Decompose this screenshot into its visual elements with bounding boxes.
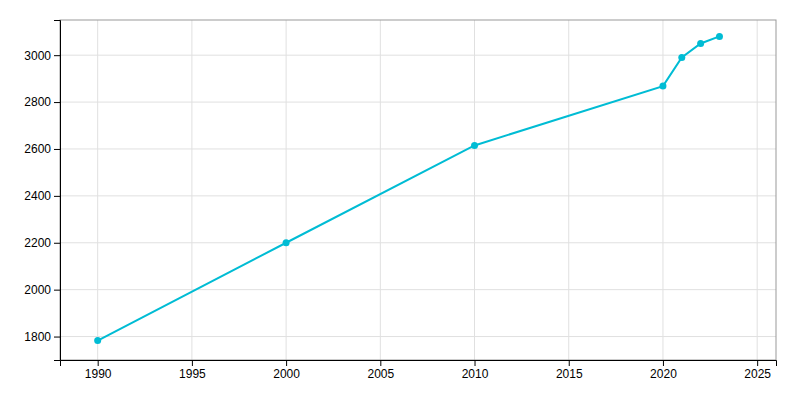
tick: 2015 bbox=[556, 360, 583, 381]
tick-label: 3000 bbox=[24, 49, 51, 63]
tick-label: 2025 bbox=[744, 367, 771, 381]
tick-label: 2800 bbox=[24, 95, 51, 109]
tick-mark bbox=[475, 360, 476, 366]
tick-label: 1800 bbox=[24, 330, 51, 344]
tick: 2400 bbox=[24, 189, 60, 203]
grid-line bbox=[380, 20, 381, 360]
marks bbox=[94, 33, 723, 344]
tick: 2010 bbox=[462, 360, 489, 381]
grid-line bbox=[60, 336, 776, 337]
tick: 2600 bbox=[24, 142, 60, 156]
tick: 1800 bbox=[24, 330, 60, 344]
grid-line bbox=[757, 20, 758, 360]
tick-mark bbox=[192, 360, 193, 366]
tick-label: 2600 bbox=[24, 142, 51, 156]
tick: 2020 bbox=[650, 360, 677, 381]
tick-mark bbox=[54, 149, 60, 150]
grid-line bbox=[191, 20, 192, 360]
grid-line bbox=[60, 148, 776, 149]
tick-label: 2020 bbox=[650, 367, 677, 381]
point bbox=[283, 239, 290, 246]
line bbox=[98, 36, 720, 340]
chart: 1990 1995 2000 2005 2010 2015 2020 2025 1800 2000… bbox=[0, 0, 800, 400]
grid-line bbox=[474, 20, 475, 360]
tick-mark bbox=[663, 360, 664, 366]
tick-label: 2200 bbox=[24, 236, 51, 250]
grid-line bbox=[60, 102, 776, 103]
y-axis: 1800 2000 2200 2400 2600 2800 3000 bbox=[24, 21, 60, 361]
tick: 2005 bbox=[367, 360, 394, 381]
tick-mark bbox=[286, 360, 287, 366]
grid-line bbox=[97, 20, 98, 360]
tick: 2000 bbox=[273, 360, 300, 381]
tick-mark bbox=[380, 360, 381, 366]
tick: 3000 bbox=[24, 49, 60, 63]
tick-mark bbox=[54, 196, 60, 197]
tick-mark bbox=[54, 102, 60, 103]
tick: 2800 bbox=[24, 95, 60, 109]
tick-mark bbox=[569, 360, 570, 366]
grid-line bbox=[568, 20, 569, 360]
tick: 2200 bbox=[24, 236, 60, 250]
tick-mark bbox=[757, 360, 758, 366]
tick: 1995 bbox=[179, 360, 206, 381]
grid-line bbox=[60, 242, 776, 243]
tick-label: 2400 bbox=[24, 189, 51, 203]
axis-line bbox=[61, 361, 777, 367]
point bbox=[659, 83, 666, 90]
tick: 2000 bbox=[24, 283, 60, 297]
plot-frame bbox=[60, 20, 776, 360]
tick: 2025 bbox=[744, 360, 771, 381]
point bbox=[678, 54, 685, 61]
point bbox=[471, 142, 478, 149]
tick-label: 1990 bbox=[85, 367, 112, 381]
tick-label: 1995 bbox=[179, 367, 206, 381]
grid-line bbox=[662, 20, 663, 360]
tick-mark bbox=[54, 243, 60, 244]
grid-line bbox=[60, 55, 776, 56]
grid-line bbox=[60, 289, 776, 290]
x-axis: 1990 1995 2000 2005 2010 2015 2020 2025 bbox=[61, 360, 777, 381]
tick-label: 2000 bbox=[24, 283, 51, 297]
axis-line bbox=[54, 21, 61, 361]
tick-label: 2005 bbox=[367, 367, 394, 381]
tick-label: 2015 bbox=[556, 367, 583, 381]
point bbox=[697, 40, 704, 47]
plot: 1990 1995 2000 2005 2010 2015 2020 2025 1800 2000… bbox=[24, 20, 776, 381]
point bbox=[716, 33, 723, 40]
tick-mark bbox=[98, 360, 99, 366]
tick-mark bbox=[54, 337, 60, 338]
grid-line bbox=[286, 20, 287, 360]
tick-label: 2000 bbox=[273, 367, 300, 381]
tick: 1990 bbox=[85, 360, 112, 381]
tick-label: 2010 bbox=[462, 367, 489, 381]
tick-mark bbox=[54, 55, 60, 56]
grid-line bbox=[60, 195, 776, 196]
tick-mark bbox=[54, 290, 60, 291]
point bbox=[94, 337, 101, 344]
grid bbox=[60, 20, 776, 360]
